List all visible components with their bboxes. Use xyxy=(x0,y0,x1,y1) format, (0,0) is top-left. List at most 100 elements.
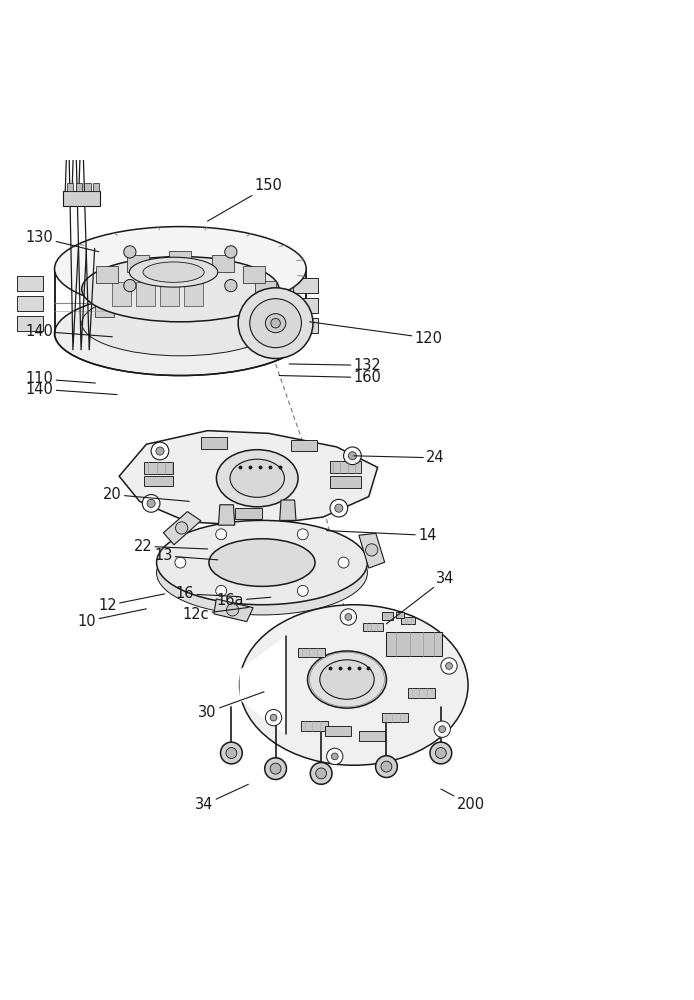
Polygon shape xyxy=(184,282,203,306)
Polygon shape xyxy=(293,318,319,333)
Circle shape xyxy=(446,663,452,669)
Circle shape xyxy=(330,499,348,517)
Circle shape xyxy=(270,714,277,721)
Circle shape xyxy=(147,499,155,507)
Ellipse shape xyxy=(238,288,313,359)
Ellipse shape xyxy=(55,291,306,376)
Circle shape xyxy=(381,761,392,772)
Text: 160: 160 xyxy=(279,370,381,385)
Circle shape xyxy=(265,709,282,726)
Polygon shape xyxy=(382,612,393,620)
Polygon shape xyxy=(169,251,192,268)
Polygon shape xyxy=(17,296,43,311)
Text: 140: 140 xyxy=(26,324,112,339)
Text: 12: 12 xyxy=(99,594,164,613)
Polygon shape xyxy=(401,617,415,624)
Text: 110: 110 xyxy=(26,371,95,386)
Ellipse shape xyxy=(265,314,286,333)
Circle shape xyxy=(142,495,160,512)
Circle shape xyxy=(124,246,136,258)
Text: 140: 140 xyxy=(26,382,117,397)
Polygon shape xyxy=(359,533,384,568)
Ellipse shape xyxy=(157,520,367,605)
Polygon shape xyxy=(330,476,361,488)
Polygon shape xyxy=(408,688,435,698)
Circle shape xyxy=(264,758,287,780)
Polygon shape xyxy=(293,278,319,293)
Ellipse shape xyxy=(143,262,204,282)
Polygon shape xyxy=(210,290,228,305)
Polygon shape xyxy=(160,282,179,306)
Polygon shape xyxy=(363,623,383,631)
Circle shape xyxy=(348,452,357,460)
Ellipse shape xyxy=(129,257,218,287)
Polygon shape xyxy=(112,282,131,306)
Polygon shape xyxy=(387,632,442,656)
Text: 24: 24 xyxy=(354,450,445,465)
Polygon shape xyxy=(235,508,262,519)
Polygon shape xyxy=(119,431,378,526)
Polygon shape xyxy=(382,713,407,722)
Text: 150: 150 xyxy=(208,178,282,221)
Ellipse shape xyxy=(307,651,387,708)
Circle shape xyxy=(338,557,349,568)
Polygon shape xyxy=(255,281,276,298)
Circle shape xyxy=(156,447,164,455)
Polygon shape xyxy=(144,462,173,474)
Polygon shape xyxy=(214,599,253,622)
Polygon shape xyxy=(62,191,100,206)
Text: 13: 13 xyxy=(154,548,218,563)
Circle shape xyxy=(271,318,280,328)
Polygon shape xyxy=(301,721,328,731)
Polygon shape xyxy=(17,316,43,331)
Polygon shape xyxy=(201,437,227,449)
Polygon shape xyxy=(96,266,117,283)
Text: 34: 34 xyxy=(387,571,455,624)
Polygon shape xyxy=(163,512,201,545)
Ellipse shape xyxy=(55,227,306,311)
Polygon shape xyxy=(17,276,43,291)
Circle shape xyxy=(441,658,457,674)
Circle shape xyxy=(176,522,188,534)
Circle shape xyxy=(226,748,237,758)
Ellipse shape xyxy=(157,531,367,615)
Ellipse shape xyxy=(230,459,285,497)
Circle shape xyxy=(216,529,227,540)
Ellipse shape xyxy=(239,605,468,765)
Circle shape xyxy=(310,763,332,784)
Polygon shape xyxy=(291,440,317,451)
Polygon shape xyxy=(243,266,265,283)
Circle shape xyxy=(151,442,169,460)
Ellipse shape xyxy=(320,660,374,699)
Text: 10: 10 xyxy=(78,609,146,629)
Text: 34: 34 xyxy=(195,784,248,812)
Circle shape xyxy=(375,756,398,777)
Circle shape xyxy=(175,557,186,568)
Text: 16a: 16a xyxy=(217,593,271,608)
Ellipse shape xyxy=(82,257,279,322)
Circle shape xyxy=(225,246,237,258)
Circle shape xyxy=(216,585,227,596)
Circle shape xyxy=(225,279,237,292)
Circle shape xyxy=(435,748,446,758)
Ellipse shape xyxy=(82,291,279,356)
Circle shape xyxy=(327,748,343,765)
Polygon shape xyxy=(330,461,361,473)
Circle shape xyxy=(366,544,378,556)
Text: 120: 120 xyxy=(310,322,443,346)
Polygon shape xyxy=(293,298,319,313)
Ellipse shape xyxy=(209,539,315,586)
Text: 20: 20 xyxy=(103,487,189,502)
Text: 16: 16 xyxy=(176,586,238,601)
Text: 14: 14 xyxy=(327,528,437,543)
Circle shape xyxy=(345,614,352,620)
Circle shape xyxy=(221,742,242,764)
Circle shape xyxy=(270,763,281,774)
Text: 12c: 12c xyxy=(183,607,248,622)
Circle shape xyxy=(430,742,452,764)
Polygon shape xyxy=(76,183,82,191)
Circle shape xyxy=(344,447,362,465)
Polygon shape xyxy=(67,183,73,191)
Circle shape xyxy=(124,279,136,292)
Polygon shape xyxy=(144,288,164,303)
